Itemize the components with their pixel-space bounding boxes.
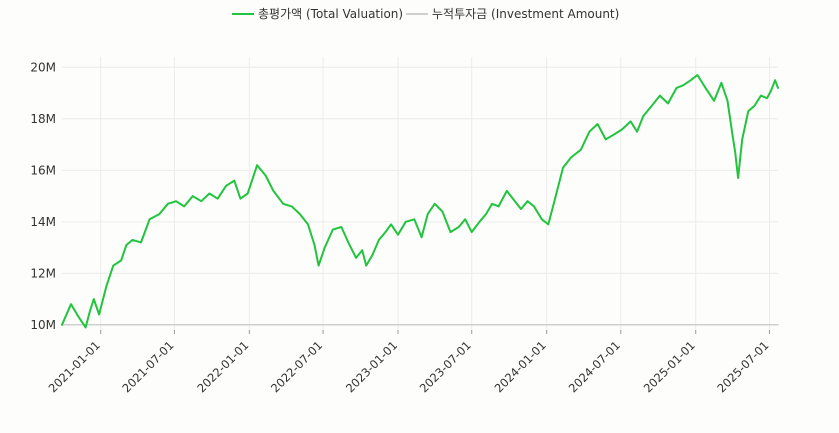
x-axis: 2021-01-01 2021-07-01 2022-01-01 2022-07-01… — [46, 330, 772, 395]
x-tick-label: 2023-07-01 — [417, 338, 474, 395]
x-tick-label: 2025-07-01 — [714, 338, 771, 395]
x-tick-label: 2022-01-01 — [194, 338, 251, 395]
legend-label: 누적투자금 (Investment Amount) — [432, 7, 619, 21]
x-tick-label: 2024-07-01 — [566, 338, 623, 395]
y-tick-label: 20M — [30, 60, 56, 74]
total-valuation-line — [61, 74, 779, 329]
y-tick-label: 16M — [30, 163, 56, 177]
x-tick-label: 2025-01-01 — [641, 338, 698, 395]
y-tick-label: 14M — [30, 215, 56, 229]
x-tick-label: 2021-07-01 — [119, 338, 176, 395]
series-layer — [61, 74, 779, 329]
legend-item[interactable]: 총평가액 (Total Valuation) — [232, 7, 403, 21]
legend-item[interactable]: 누적투자금 (Investment Amount) — [406, 7, 619, 21]
legend-label: 총평가액 (Total Valuation) — [258, 7, 403, 21]
y-tick-label: 12M — [30, 266, 56, 280]
x-tick-label: 2021-01-01 — [46, 338, 103, 395]
x-tick-label: 2023-01-01 — [343, 338, 400, 395]
y-tick-label: 10M — [30, 318, 56, 332]
x-tick-label: 2022-07-01 — [268, 338, 325, 395]
legend[interactable]: 총평가액 (Total Valuation) 누적투자금 (Investment … — [232, 7, 619, 21]
grid — [62, 57, 778, 330]
y-axis: 10M 12M 14M 16M 18M 20M — [30, 60, 56, 332]
x-tick-label: 2024-01-01 — [492, 338, 549, 395]
y-tick-label: 18M — [30, 112, 56, 126]
